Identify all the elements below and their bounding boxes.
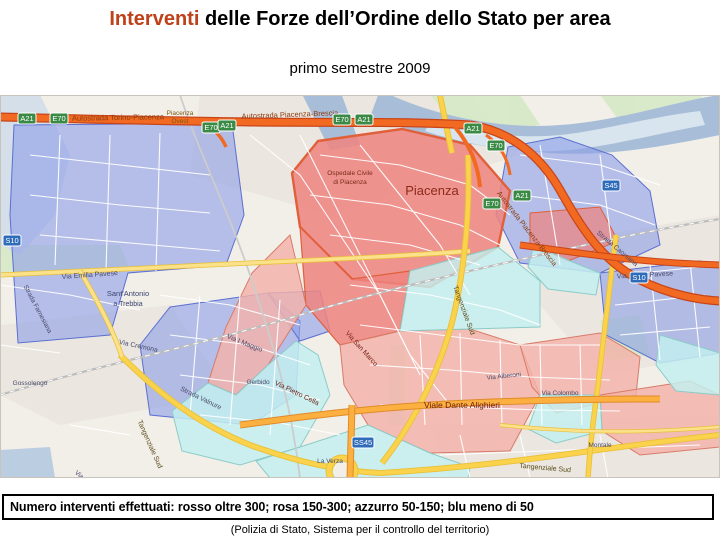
- route-shield: A21: [463, 122, 483, 135]
- map-place-label: Ospedale Civile: [327, 170, 373, 177]
- map-place-label: La Verza: [317, 458, 343, 465]
- map-road-label: Viale Dante Alighieri: [424, 400, 500, 410]
- map-road-label: Via Alberoni: [486, 371, 521, 382]
- zone-blue-northwest[interactable]: [9, 122, 245, 344]
- zone-cyan-west[interactable]: [171, 340, 331, 466]
- zone-cyan-central-east[interactable]: [399, 246, 541, 332]
- route-shield: E70: [49, 112, 69, 125]
- route-shield: SS45: [351, 436, 375, 449]
- route-shield: S10: [2, 234, 22, 247]
- route-shield-label: A21: [220, 121, 233, 130]
- route-shield-label: E70: [204, 123, 217, 132]
- map-place-label: Gerbido: [246, 379, 270, 386]
- route-shield: E70: [482, 197, 502, 210]
- page-title: Interventi delle Forze dell’Ordine dello…: [0, 8, 720, 31]
- route-shield-label: E70: [489, 141, 502, 150]
- route-shield: A21: [17, 112, 37, 125]
- route-shield-label: S10: [632, 273, 645, 282]
- route-shield: A21: [354, 113, 374, 126]
- map-place-label: Gossolengo: [13, 380, 48, 387]
- route-shield-label: E70: [485, 199, 498, 208]
- map-road-label: Autostrada Piacenza-Brescia: [241, 108, 339, 120]
- map-arterial-dante: [239, 395, 661, 478]
- route-shield: E70: [486, 139, 506, 152]
- map-place-label: Sant'Antonio: [107, 289, 149, 298]
- legend-box: Numero interventi effettuati: rosso oltr…: [2, 494, 714, 520]
- page-title-highlight: Interventi: [109, 8, 200, 30]
- zone-cyan-northeast-small[interactable]: [527, 244, 601, 296]
- route-shield-label: S10: [5, 236, 18, 245]
- map-place-label: Ovest: [172, 118, 189, 125]
- route-shield: A21: [217, 119, 237, 132]
- map-place-label: di Piacenza: [333, 179, 367, 186]
- map-place-label: Montale: [588, 442, 612, 449]
- map-railway: [0, 95, 720, 478]
- map-road-label: Autostrada Torino-Piacenza: [72, 112, 165, 123]
- route-shield: S45: [601, 179, 621, 192]
- legend-text: Numero interventi effettuati: rosso oltr…: [10, 500, 534, 514]
- route-shield-label: E70: [52, 114, 65, 123]
- route-shield-label: A21: [515, 191, 528, 200]
- map-road-label: Via Emilia Pavese: [62, 270, 119, 281]
- route-shield: A21: [512, 189, 532, 202]
- route-shield-label: SS45: [354, 438, 372, 447]
- map-water-south: [0, 447, 55, 478]
- map-svg[interactable]: Autostrada Torino-Piacenza Autostrada Pia…: [0, 95, 720, 478]
- route-shield-label: A21: [466, 124, 479, 133]
- route-shield: S10: [629, 271, 649, 284]
- route-shield: E70: [332, 113, 352, 126]
- map-place-label: a Trebbia: [113, 301, 142, 308]
- route-shield: E70: [201, 121, 221, 134]
- zone-cyan-far-east[interactable]: [655, 334, 720, 396]
- route-shield-label: A21: [357, 115, 370, 124]
- page-subtitle: primo semestre 2009: [289, 60, 431, 77]
- page-title-rest: delle Forze dell’Ordine dello Stato per …: [199, 8, 611, 30]
- map-place-label: Piacenza: [167, 110, 194, 117]
- route-shield-label: S45: [604, 181, 617, 190]
- route-shield-label: A21: [20, 114, 33, 123]
- map-roundabout: [325, 454, 359, 478]
- route-shield-label: E70: [335, 115, 348, 124]
- map-canvas[interactable]: Autostrada Torino-Piacenza Autostrada Pia…: [0, 95, 720, 478]
- map-place-labels: Piacenza Ospedale Civile di Piacenza Sant'A…: [13, 110, 612, 465]
- map-road-label: Via Colombo: [541, 390, 578, 397]
- source-caption: (Polizia di Stato, Sistema per il contro…: [230, 524, 490, 536]
- map-place-label: Piacenza: [405, 183, 459, 198]
- map-road-label: Tangenziale Sud: [519, 463, 571, 474]
